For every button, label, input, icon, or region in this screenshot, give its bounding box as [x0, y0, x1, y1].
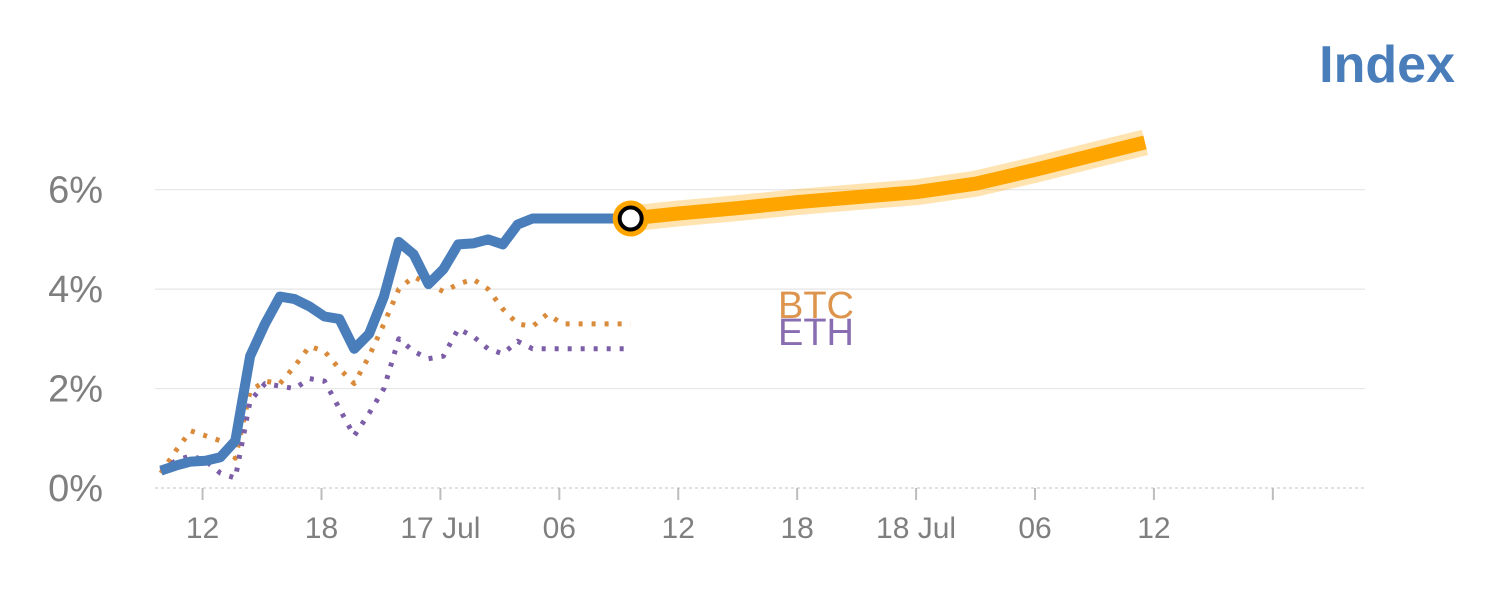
x-tick-label: 12 [186, 512, 219, 545]
x-tick-label: 12 [1137, 512, 1170, 545]
y-tick-label: 4% [48, 269, 103, 311]
x-tick-label: 06 [1018, 512, 1051, 545]
y-tick-label: 2% [48, 369, 103, 411]
x-tick-label: 12 [662, 512, 695, 545]
series-label-eth: ETH [778, 312, 854, 354]
grid-lines [155, 189, 1365, 489]
y-tick-label: 0% [48, 468, 103, 510]
endpoint-marker [617, 205, 644, 232]
x-tick-label: 18 [305, 512, 338, 545]
series-markers [612, 200, 649, 237]
series-line-btc [158, 274, 631, 475]
x-tick-label: 17 Jul [400, 512, 480, 545]
x-axis: 12 18 17 Jul 06 12 18 18 Jul 06 12 [186, 488, 1274, 545]
x-tick-label: 18 [780, 512, 813, 545]
chart-title: Index [1319, 36, 1455, 94]
series-line-index-forecast [629, 135, 1147, 226]
series-line-eth [159, 326, 631, 481]
x-tick-label: 18 Jul [876, 512, 956, 545]
series-lines [158, 129, 1149, 481]
x-tick-label: 06 [543, 512, 576, 545]
y-tick-label: 6% [48, 170, 103, 212]
series-line-index [159, 213, 631, 476]
y-axis: 0% 2% 4% 6% [48, 170, 103, 510]
series-label-btc: BTC [778, 285, 854, 327]
